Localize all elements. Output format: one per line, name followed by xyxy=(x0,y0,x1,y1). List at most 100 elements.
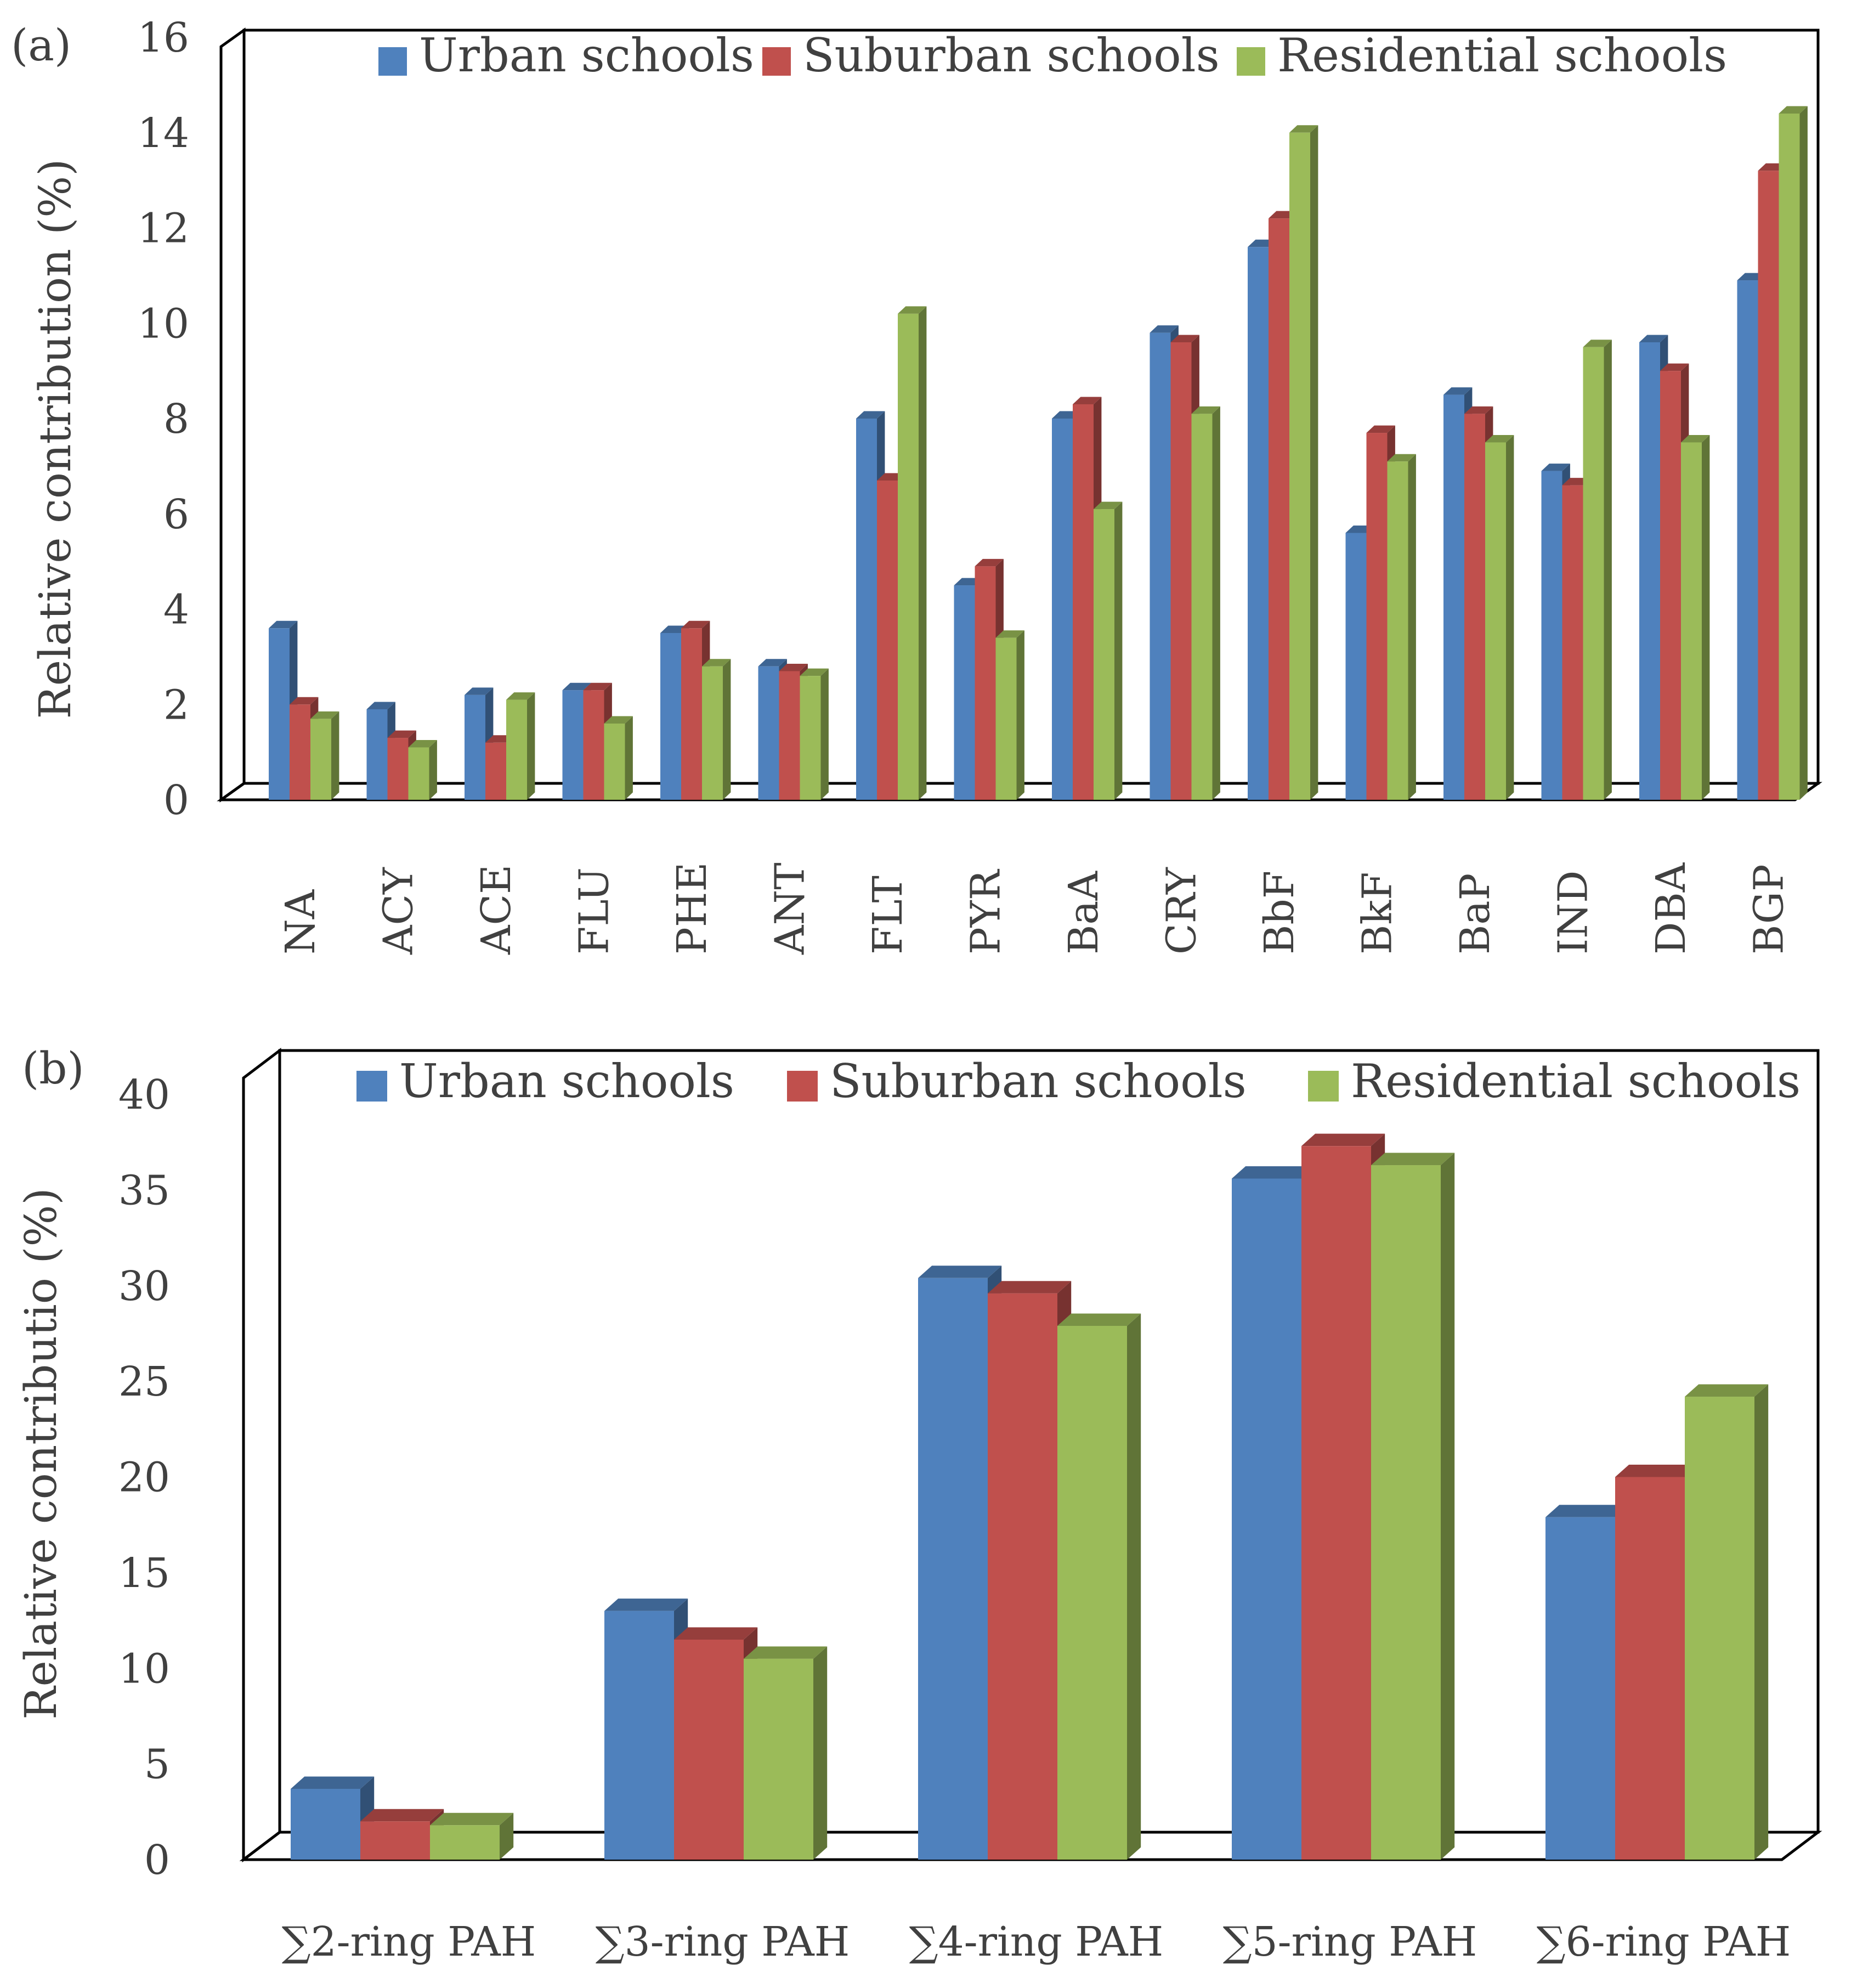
bar-residential-schools-ind xyxy=(1583,340,1612,800)
bar-top xyxy=(562,682,591,691)
y-tick-label: 35 xyxy=(118,1167,170,1214)
bar-top xyxy=(387,730,416,738)
bar-front xyxy=(975,566,996,800)
chart-panel-a: 0 2 4 6 8 10 12 14 16 Relative contribution (%) (a… xyxy=(11,14,1822,955)
bar-front xyxy=(269,628,290,800)
y-tick-label: 14 xyxy=(138,110,189,157)
bar-front xyxy=(1583,347,1604,800)
y-tick-label: 0 xyxy=(163,777,189,824)
bar-front xyxy=(430,1825,500,1860)
bar-side xyxy=(723,659,731,800)
bar-residential-schools-3-ring-pah xyxy=(744,1646,828,1860)
bar-top xyxy=(681,620,710,629)
bar-front xyxy=(1052,419,1073,800)
bar-front xyxy=(1345,533,1367,800)
x-tick-label: BbF xyxy=(1256,871,1303,955)
bar-side xyxy=(625,716,633,800)
bar-front xyxy=(1758,171,1779,800)
y-tick-label: 5 xyxy=(144,1741,170,1788)
bar-front xyxy=(291,1788,360,1860)
bar-top xyxy=(408,739,437,748)
bar-side xyxy=(813,1646,828,1860)
bar-residential-schools-2-ring-pah xyxy=(430,1812,514,1860)
legend-item-suburban-schools: Suburban schools xyxy=(762,29,1220,82)
bar-side xyxy=(919,306,927,800)
bar-front xyxy=(1443,394,1464,800)
panel-label: (a) xyxy=(11,20,71,71)
bar-top xyxy=(1232,1166,1316,1179)
bar-side xyxy=(1604,340,1612,800)
y-tick-label: 20 xyxy=(118,1454,170,1501)
bar-side xyxy=(527,692,535,800)
bar-front xyxy=(758,666,779,800)
bar-residential-schools-cry xyxy=(1191,406,1220,800)
bar-front xyxy=(604,724,625,800)
legend-label: Residential schools xyxy=(1351,1054,1801,1108)
bar-top xyxy=(1541,464,1570,471)
bar-top xyxy=(269,620,298,629)
x-tick-label: ∑5-ring PAH xyxy=(1223,1918,1477,1966)
side-wall xyxy=(242,1047,281,1863)
bar-front xyxy=(744,1658,813,1860)
bar-front xyxy=(366,709,388,800)
bar-top xyxy=(744,1646,828,1659)
bar-top xyxy=(702,659,731,667)
bar-front xyxy=(1639,342,1660,800)
x-tick-label: DBA xyxy=(1647,862,1695,955)
bar-front xyxy=(290,704,310,800)
bar-residential-schools-ace xyxy=(506,692,535,800)
bar-front xyxy=(856,419,877,800)
bar-front xyxy=(1232,1178,1301,1860)
bar-residential-schools-acy xyxy=(408,739,437,800)
bar-front xyxy=(918,1278,988,1860)
bar-residential-schools-5-ring-pah xyxy=(1371,1153,1455,1860)
y-tick-label: 10 xyxy=(138,300,189,347)
bar-top xyxy=(1443,387,1473,395)
bar-top xyxy=(430,1812,514,1826)
bar-top xyxy=(366,702,395,709)
bar-front xyxy=(1366,433,1388,800)
bar-top xyxy=(604,716,633,724)
bar-residential-schools-bgp xyxy=(1779,106,1808,800)
bar-top xyxy=(1660,363,1689,371)
bar-top xyxy=(310,711,339,719)
bar-front xyxy=(1094,509,1114,800)
x-tick-label: ∑2-ring PAH xyxy=(282,1918,536,1966)
bar-side xyxy=(500,1812,514,1860)
bar-front xyxy=(1170,342,1192,800)
bar-front xyxy=(898,313,919,800)
bar-top xyxy=(290,697,319,705)
x-tick-label: BGP xyxy=(1746,864,1793,955)
bar-front xyxy=(506,699,527,800)
bar-front xyxy=(465,694,485,800)
bar-front xyxy=(310,719,331,800)
bar-top xyxy=(988,1281,1072,1294)
y-tick-label: 12 xyxy=(138,205,189,252)
y-tick-label: 25 xyxy=(118,1358,170,1405)
bar-residential-schools-baa xyxy=(1094,501,1123,800)
bar-top xyxy=(758,659,787,667)
legend-swatch xyxy=(1237,47,1265,76)
bar-side xyxy=(1754,1384,1769,1860)
x-tick-label: NA xyxy=(277,889,324,955)
x-tick-label: BkF xyxy=(1354,872,1401,955)
legend-label: Suburban schools xyxy=(803,29,1220,82)
bar-front xyxy=(1387,461,1408,800)
bar-top xyxy=(1366,425,1395,433)
bar-front xyxy=(387,738,409,800)
bar-top xyxy=(1685,1384,1769,1397)
bar-front xyxy=(681,628,702,800)
bar-front xyxy=(1545,1517,1615,1860)
bar-front xyxy=(583,690,604,800)
bar-front xyxy=(360,1821,430,1860)
bar-top xyxy=(1545,1505,1629,1517)
legend-label: Urban schools xyxy=(399,1054,734,1108)
bar-side xyxy=(429,739,437,800)
bar-top xyxy=(1073,397,1102,404)
bar-top xyxy=(1464,406,1493,414)
bar-side xyxy=(1799,106,1808,800)
x-tick-label: ACY xyxy=(375,867,422,955)
y-tick-label: 2 xyxy=(163,681,189,728)
x-tick-label: PYR xyxy=(963,868,1010,955)
bar-side xyxy=(1127,1313,1141,1860)
